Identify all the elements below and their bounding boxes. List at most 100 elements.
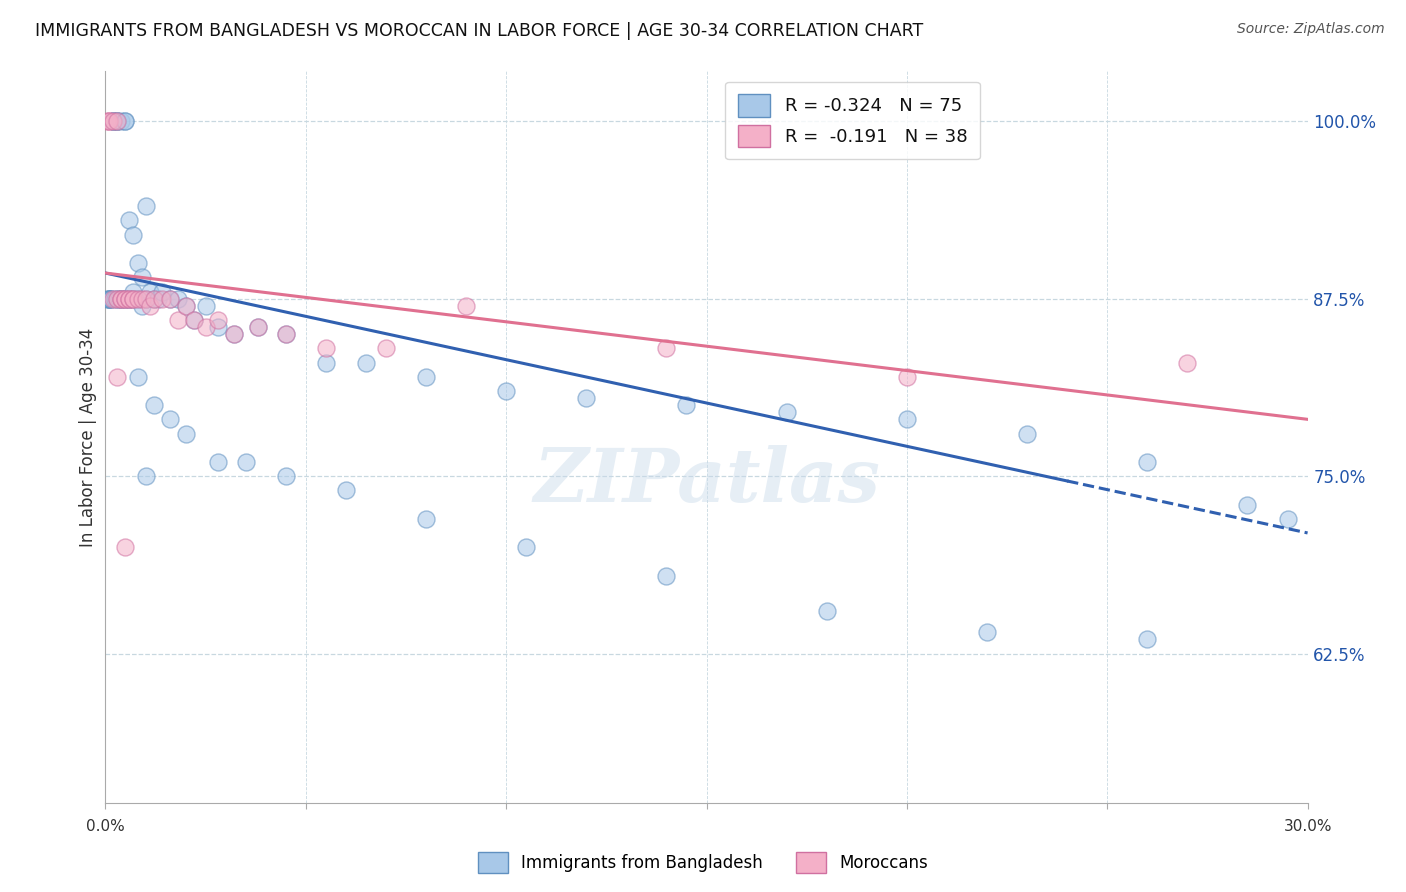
Text: IMMIGRANTS FROM BANGLADESH VS MOROCCAN IN LABOR FORCE | AGE 30-34 CORRELATION CH: IMMIGRANTS FROM BANGLADESH VS MOROCCAN I… <box>35 22 924 40</box>
Point <box>118 213 141 227</box>
Point <box>246 320 269 334</box>
Point <box>114 292 136 306</box>
Point <box>138 299 160 313</box>
Point <box>222 327 245 342</box>
Point <box>454 299 477 313</box>
Point <box>1177 355 1199 369</box>
Point <box>131 292 153 306</box>
Point <box>166 313 188 327</box>
Point <box>142 292 165 306</box>
Point <box>1136 632 1159 647</box>
Point <box>335 483 357 498</box>
Point <box>235 455 257 469</box>
Point <box>114 292 136 306</box>
Point <box>110 114 132 128</box>
Point <box>98 292 121 306</box>
Point <box>97 292 120 306</box>
Legend: Immigrants from Bangladesh, Moroccans: Immigrants from Bangladesh, Moroccans <box>471 846 935 880</box>
Point <box>118 292 141 306</box>
Point <box>815 604 838 618</box>
Point <box>108 292 131 306</box>
Point <box>98 292 121 306</box>
Point <box>174 299 197 313</box>
Point <box>107 292 129 306</box>
Point <box>107 114 129 128</box>
Point <box>96 114 118 128</box>
Point <box>354 355 377 369</box>
Text: Source: ZipAtlas.com: Source: ZipAtlas.com <box>1237 22 1385 37</box>
Point <box>118 292 141 306</box>
Point <box>98 114 121 128</box>
Point <box>100 292 122 306</box>
Point <box>100 292 122 306</box>
Point <box>150 292 173 306</box>
Point <box>107 114 129 128</box>
Point <box>655 568 678 582</box>
Point <box>103 114 125 128</box>
Point <box>114 540 136 554</box>
Point <box>207 320 229 334</box>
Point <box>107 114 129 128</box>
Point <box>575 391 598 405</box>
Point <box>110 292 132 306</box>
Point <box>96 292 118 306</box>
Point <box>174 299 197 313</box>
Point <box>138 285 160 299</box>
Point <box>159 292 181 306</box>
Point <box>107 369 129 384</box>
Point <box>114 292 136 306</box>
Point <box>107 292 129 306</box>
Point <box>415 369 437 384</box>
Point <box>159 412 181 426</box>
Point <box>122 292 145 306</box>
Point <box>174 426 197 441</box>
Point <box>118 292 141 306</box>
Point <box>675 398 697 412</box>
Point <box>166 292 188 306</box>
Point <box>315 341 337 355</box>
Text: 0.0%: 0.0% <box>86 819 125 834</box>
Point <box>103 114 125 128</box>
Point <box>1136 455 1159 469</box>
Point <box>515 540 537 554</box>
Point <box>142 292 165 306</box>
Y-axis label: In Labor Force | Age 30-34: In Labor Force | Age 30-34 <box>79 327 97 547</box>
Point <box>194 320 217 334</box>
Point <box>122 227 145 242</box>
Point <box>896 369 918 384</box>
Point <box>246 320 269 334</box>
Text: ZIPatlas: ZIPatlas <box>533 445 880 517</box>
Point <box>415 512 437 526</box>
Point <box>1236 498 1258 512</box>
Point <box>776 405 799 419</box>
Point <box>222 327 245 342</box>
Point <box>1017 426 1039 441</box>
Point <box>110 292 132 306</box>
Point <box>135 292 157 306</box>
Point <box>118 292 141 306</box>
Point <box>103 114 125 128</box>
Legend: R = -0.324   N = 75, R =  -0.191   N = 38: R = -0.324 N = 75, R = -0.191 N = 38 <box>725 82 980 160</box>
Point <box>122 292 145 306</box>
Point <box>159 292 181 306</box>
Point <box>104 292 127 306</box>
Point <box>183 313 205 327</box>
Point <box>135 199 157 213</box>
Point <box>103 292 125 306</box>
Point <box>194 299 217 313</box>
Point <box>114 292 136 306</box>
Point <box>142 398 165 412</box>
Point <box>315 355 337 369</box>
Point <box>150 285 173 299</box>
Point <box>374 341 398 355</box>
Point <box>135 292 157 306</box>
Point <box>127 292 149 306</box>
Text: 30.0%: 30.0% <box>1284 819 1331 834</box>
Point <box>110 292 132 306</box>
Point <box>127 292 149 306</box>
Point <box>896 412 918 426</box>
Point <box>122 292 145 306</box>
Point <box>495 384 517 398</box>
Point <box>122 285 145 299</box>
Point <box>207 313 229 327</box>
